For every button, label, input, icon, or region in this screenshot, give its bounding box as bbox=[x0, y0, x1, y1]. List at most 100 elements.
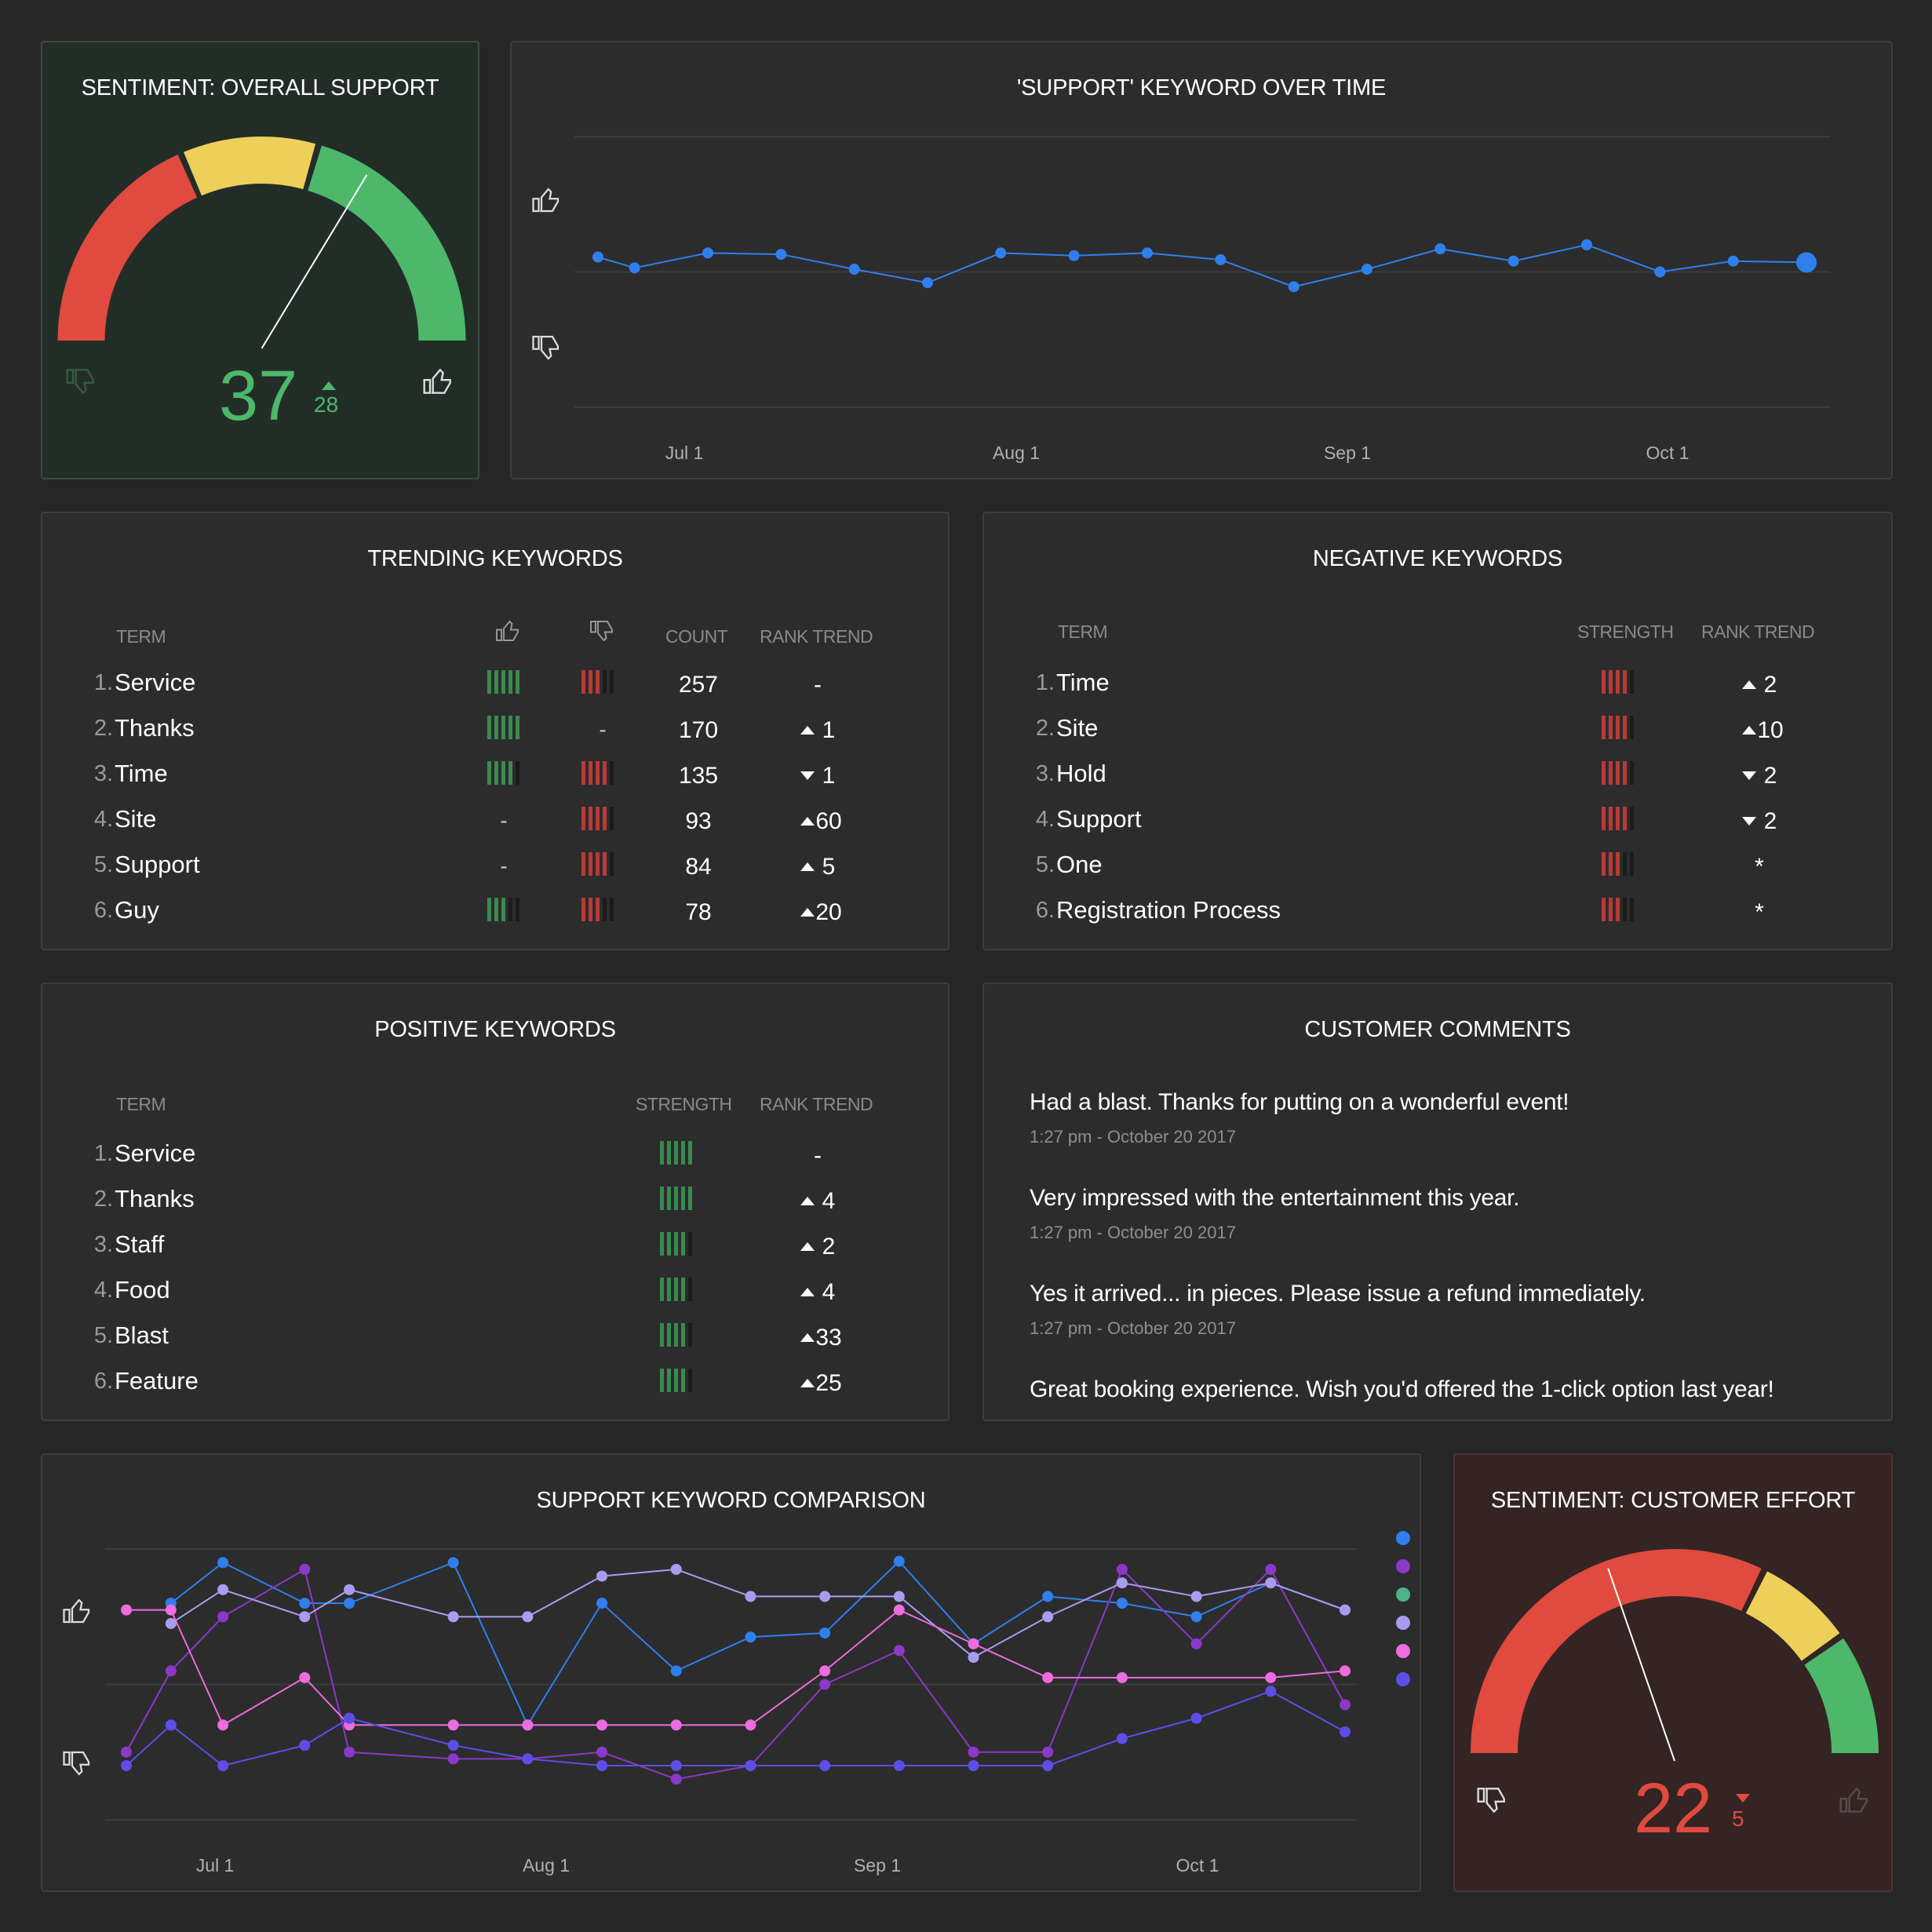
keyword-term[interactable]: Site bbox=[1056, 714, 1099, 742]
thumbs-up-icon bbox=[494, 617, 523, 649]
data-point bbox=[522, 1719, 534, 1731]
column-header-term: TERM bbox=[116, 626, 166, 647]
data-point bbox=[165, 1617, 177, 1629]
data-point bbox=[1265, 1563, 1277, 1575]
data-point bbox=[1116, 1733, 1128, 1744]
data-point bbox=[968, 1746, 979, 1758]
empty-value: - bbox=[599, 717, 607, 742]
keyword-term[interactable]: Site bbox=[115, 805, 157, 833]
data-point bbox=[922, 277, 933, 289]
thumbs-up-icon bbox=[530, 184, 563, 221]
rank-trend: 60 bbox=[815, 808, 842, 834]
comment-text[interactable]: Very impressed with the entertainment th… bbox=[1030, 1185, 1520, 1211]
data-point bbox=[299, 1563, 311, 1575]
data-point bbox=[968, 1652, 979, 1663]
keyword-term[interactable]: Food bbox=[115, 1276, 170, 1303]
keyword-term[interactable]: Feature bbox=[115, 1367, 199, 1394]
data-point bbox=[121, 1746, 132, 1758]
data-point bbox=[1265, 1671, 1277, 1683]
panel-title: SUPPORT KEYWORD COMPARISON bbox=[536, 1488, 926, 1513]
comment-text[interactable]: Had a blast. Thanks for putting on a won… bbox=[1030, 1089, 1569, 1115]
keyword-term[interactable]: Thanks bbox=[115, 714, 195, 742]
strength-bars bbox=[1602, 807, 1634, 830]
data-point bbox=[217, 1557, 229, 1569]
comparison-chart bbox=[105, 1531, 1410, 1821]
rank-trend: 2 bbox=[1763, 672, 1777, 698]
keyword-term[interactable]: One bbox=[1056, 851, 1103, 878]
keyword-term[interactable]: Support bbox=[115, 851, 200, 878]
column-header-count: COUNT bbox=[665, 626, 728, 647]
overall-sentiment-panel: SENTIMENT: OVERALL SUPPORT 37 28 bbox=[41, 41, 479, 479]
keyword-term[interactable]: Hold bbox=[1056, 760, 1106, 787]
data-point bbox=[893, 1760, 905, 1771]
column-header-rank-trend: RANK TREND bbox=[1701, 622, 1815, 642]
data-point bbox=[447, 1753, 459, 1765]
data-point bbox=[848, 264, 860, 275]
data-point bbox=[1042, 1591, 1054, 1602]
data-point bbox=[299, 1598, 311, 1609]
keyword-term[interactable]: Service bbox=[115, 1139, 196, 1167]
column-header-rank-trend: RANK TREND bbox=[760, 1094, 873, 1114]
effort-gauge bbox=[1471, 1549, 1879, 1762]
data-point bbox=[217, 1760, 229, 1771]
rank-trend: 25 bbox=[815, 1370, 842, 1396]
positive-strength-bars bbox=[487, 670, 519, 694]
comment-text[interactable]: Great booking experience. Wish you'd off… bbox=[1030, 1376, 1774, 1402]
legend-swatch bbox=[1396, 1616, 1410, 1630]
keyword-term[interactable]: Time bbox=[1056, 669, 1110, 696]
negative-strength-bars bbox=[581, 761, 614, 785]
data-point bbox=[1116, 1598, 1128, 1609]
data-point bbox=[299, 1611, 311, 1623]
up-arrow-icon bbox=[800, 1197, 815, 1205]
data-point bbox=[1042, 1671, 1054, 1683]
data-point bbox=[165, 1665, 177, 1677]
row-rank: 6. bbox=[1035, 898, 1055, 923]
positive-strength-bars bbox=[487, 761, 519, 785]
keyword-count: 170 bbox=[678, 717, 719, 743]
data-point bbox=[1265, 1577, 1277, 1589]
data-point bbox=[596, 1746, 608, 1758]
keyword-term[interactable]: Blast bbox=[115, 1321, 169, 1349]
strength-bars bbox=[1602, 852, 1634, 876]
data-point bbox=[596, 1598, 608, 1609]
data-point bbox=[1190, 1638, 1202, 1649]
data-point bbox=[702, 247, 713, 259]
overall-gauge bbox=[57, 137, 466, 349]
gauge-segment bbox=[1471, 1549, 1762, 1754]
data-point bbox=[1265, 1686, 1277, 1697]
data-point bbox=[1116, 1577, 1128, 1589]
row-rank: 2. bbox=[93, 1187, 113, 1212]
keyword-term[interactable]: Staff bbox=[115, 1230, 165, 1258]
keyword-term[interactable]: Support bbox=[1056, 805, 1142, 833]
data-point bbox=[596, 1719, 608, 1731]
row-rank: 3. bbox=[93, 1232, 113, 1257]
keyword-term[interactable]: Time bbox=[115, 760, 168, 787]
keyword-term[interactable]: Registration Process bbox=[1056, 896, 1281, 924]
data-point bbox=[670, 1563, 682, 1575]
data-point bbox=[165, 1719, 177, 1731]
keyword-term[interactable]: Guy bbox=[115, 896, 159, 924]
positive-strength-bars bbox=[487, 716, 519, 739]
keyword-term[interactable]: Service bbox=[115, 669, 196, 696]
gauge-segment bbox=[57, 155, 198, 341]
keyword-term[interactable]: Thanks bbox=[115, 1185, 195, 1212]
data-point bbox=[995, 247, 1007, 259]
comment-text[interactable]: Yes it arrived... in pieces. Please issu… bbox=[1030, 1281, 1646, 1307]
data-point bbox=[629, 262, 640, 274]
thumbs-up-icon bbox=[1838, 1783, 1872, 1821]
effort-delta: 5 bbox=[1732, 1806, 1744, 1831]
comment-timestamp: 1:27 pm - October 20 2017 bbox=[1030, 1127, 1236, 1146]
data-point bbox=[217, 1719, 229, 1731]
data-point bbox=[819, 1627, 831, 1639]
legend-swatch bbox=[1396, 1531, 1410, 1545]
data-point bbox=[344, 1712, 355, 1724]
rank-trend: 1 bbox=[822, 763, 836, 789]
trending-keywords-panel: TRENDING KEYWORDS TERM COUNT RANK TREND … bbox=[41, 512, 950, 950]
data-point bbox=[1727, 255, 1739, 267]
row-rank: 6. bbox=[93, 898, 113, 923]
panel-title: CUSTOMER COMMENTS bbox=[1304, 1017, 1571, 1042]
rank-trend: - bbox=[814, 1143, 822, 1168]
down-arrow-icon bbox=[1736, 1794, 1750, 1803]
data-point bbox=[1434, 243, 1446, 255]
panel-title: POSITIVE KEYWORDS bbox=[374, 1017, 616, 1042]
